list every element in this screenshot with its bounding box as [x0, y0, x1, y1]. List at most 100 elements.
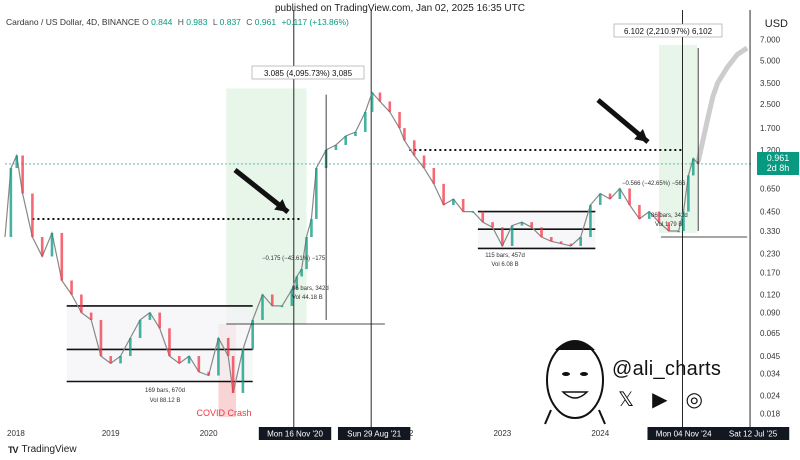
- ohlc-l-value: 0.837: [219, 17, 241, 27]
- candle: [608, 193, 612, 199]
- candle: [300, 269, 303, 277]
- candle: [15, 155, 19, 169]
- instagram-icon[interactable]: ◎: [685, 389, 703, 411]
- candle: [290, 289, 294, 306]
- face-eye-left: [562, 372, 570, 376]
- candle: [569, 243, 573, 246]
- y-tick-label: 3.500: [760, 79, 781, 88]
- face-illustration: [546, 341, 604, 419]
- candle: [109, 356, 113, 364]
- face-hair: [555, 340, 595, 350]
- bar-countdown: 2d 8h: [766, 163, 790, 173]
- candle: [370, 92, 374, 112]
- candle: [31, 193, 34, 238]
- candle: [334, 144, 338, 151]
- ohlc-c-label: C: [243, 17, 255, 27]
- candle: [501, 227, 504, 246]
- y-tick-label: 0.045: [760, 352, 781, 361]
- candle: [491, 222, 494, 228]
- y-tick-label: 5.000: [760, 56, 781, 65]
- x-icon[interactable]: 𝕏: [618, 389, 635, 411]
- ohlc-l-label: L: [210, 17, 220, 27]
- ohlc-h-value: 0.983: [186, 17, 208, 27]
- candle: [461, 198, 465, 212]
- candle: [251, 319, 254, 350]
- candle: [682, 211, 685, 232]
- date-chip-label: Mon 16 Nov '20: [267, 430, 323, 439]
- box-vol-2023: Vol 6.08 B: [491, 262, 518, 268]
- candle: [177, 356, 181, 364]
- move-vol-2025: Vol 1.79 B: [655, 222, 682, 228]
- candle: [657, 211, 661, 223]
- candle: [168, 328, 171, 357]
- tradingview-logo-icon: TV: [8, 444, 18, 455]
- candle: [354, 131, 357, 137]
- candle: [598, 193, 602, 205]
- current-price-tag: 0.961 2d 8h: [757, 152, 799, 175]
- accumulation-box-2023-fill: [477, 211, 596, 249]
- x-tick-label: 2020: [200, 429, 218, 438]
- face-eye-right: [580, 372, 588, 376]
- move-label-2021: 3.085 (4,095.73%) 3,085: [264, 69, 353, 78]
- candle: [422, 155, 426, 169]
- date-chip: [258, 427, 332, 440]
- candle: [261, 294, 264, 320]
- move-label-box-2025: [613, 23, 723, 38]
- y-tick-label: 0.650: [760, 184, 781, 193]
- tradingview-brand[interactable]: TV TradingView: [8, 444, 77, 455]
- candle: [60, 232, 64, 281]
- candle: [305, 237, 308, 270]
- y-tick-label: 0.090: [760, 309, 781, 318]
- ohlc-h-label: H: [175, 17, 187, 27]
- candle: [217, 338, 220, 376]
- youtube-icon[interactable]: ▶: [652, 389, 668, 411]
- candle: [540, 227, 543, 238]
- y-tick-label: 0.450: [760, 208, 781, 217]
- candle: [280, 305, 284, 308]
- y-tick-label: 7.000: [760, 35, 781, 44]
- move-bars-2021: 86 bars, 342d: [292, 286, 329, 292]
- chart-header: published on TradingView.com, Jan 02, 20…: [0, 0, 800, 36]
- candle: [530, 222, 534, 228]
- candle: [589, 204, 592, 238]
- box-bars-2023: 115 bars, 457d: [485, 253, 525, 259]
- brand-name: TradingView: [21, 444, 77, 455]
- candle: [388, 101, 392, 112]
- y-tick-label: 1.700: [760, 124, 781, 133]
- box-bars-2019: 169 bars, 670d: [145, 388, 185, 394]
- move-dip-2025: −0.566 (−42.65%) −566: [622, 181, 686, 187]
- candle: [579, 237, 582, 246]
- candle: [241, 349, 245, 393]
- candle: [21, 155, 24, 194]
- candle: [549, 237, 553, 242]
- y-tick-label: 0.120: [760, 291, 781, 300]
- candle: [295, 276, 299, 290]
- move-label-box-2021: [251, 65, 365, 80]
- box-vol-2019: Vol 88.12 B: [150, 398, 181, 404]
- currency-label: USD: [764, 18, 788, 30]
- symbol-line: Cardano / US Dollar, 4D, BINANCE O 0.844…: [6, 17, 352, 27]
- candle: [80, 294, 83, 313]
- candle: [197, 356, 201, 372]
- candle: [638, 204, 641, 219]
- y-tick-label: 0.034: [760, 370, 781, 379]
- x-tick-label: 2019: [102, 429, 120, 438]
- candle: [129, 338, 132, 357]
- candle: [119, 356, 122, 364]
- candle: [89, 312, 93, 320]
- candle: [452, 198, 455, 205]
- candle: [231, 356, 235, 393]
- move-label-2025: 6.102 (2,210.97%) 6,102: [624, 27, 713, 36]
- candle: [618, 188, 622, 199]
- candle: [442, 183, 445, 205]
- date-chip-label: Mon 04 Nov '24: [656, 430, 712, 439]
- symbol-name: Cardano / US Dollar, 4D, BINANCE: [6, 17, 140, 27]
- social-handle: @ali_charts: [612, 358, 722, 380]
- candle: [158, 312, 161, 329]
- projection-line: [695, 45, 749, 162]
- candle: [207, 371, 210, 376]
- candle: [378, 92, 382, 102]
- candle: [344, 136, 348, 145]
- pointer-arrow-2020-head: [274, 199, 288, 212]
